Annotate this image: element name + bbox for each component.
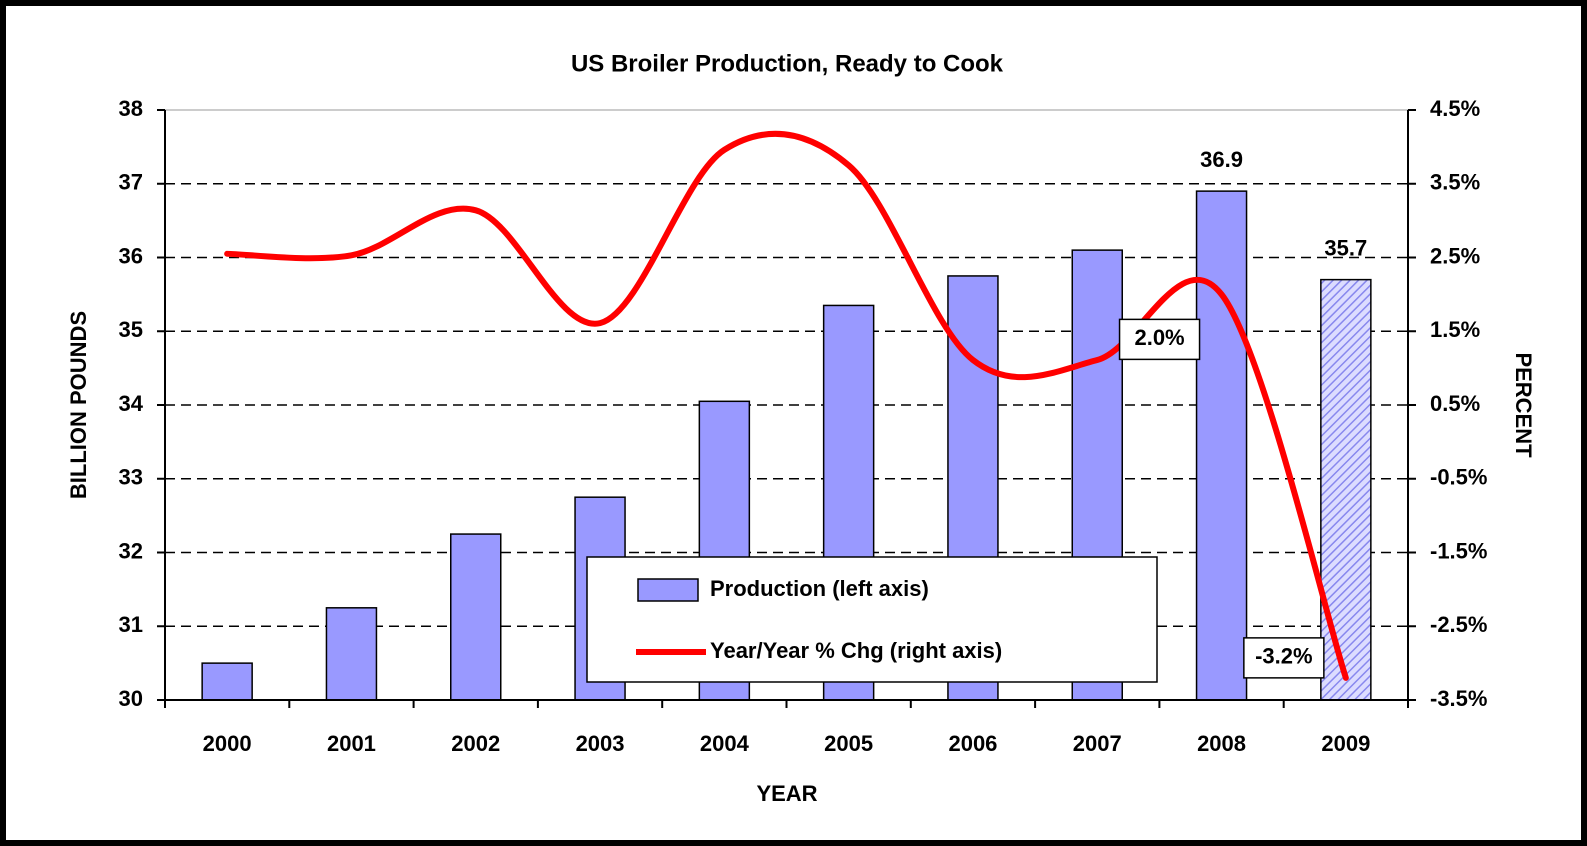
x-tick-label: 2000 — [203, 731, 252, 756]
y2-tick-label: 0.5% — [1430, 391, 1480, 416]
y-tick-label: 30 — [119, 686, 143, 711]
x-tick-label: 2003 — [576, 731, 625, 756]
bar-value-label: 36.9 — [1200, 147, 1243, 172]
bar — [450, 533, 502, 701]
y-tick-label: 35 — [119, 317, 143, 342]
x-tick-label: 2005 — [824, 731, 873, 756]
x-tick-label: 2004 — [700, 731, 750, 756]
line-value-label: 2.0% — [1134, 325, 1184, 350]
y2-axis-label: PERCENT — [1511, 352, 1536, 458]
x-axis-label: YEAR — [756, 781, 817, 806]
legend-label: Production (left axis) — [710, 576, 929, 601]
line-value-label: -3.2% — [1255, 644, 1312, 669]
x-tick-label: 2007 — [1073, 731, 1122, 756]
bar — [1320, 278, 1372, 701]
x-tick-label: 2002 — [451, 731, 500, 756]
x-tick-label: 2008 — [1197, 731, 1246, 756]
y-tick-label: 33 — [119, 465, 143, 490]
line — [224, 130, 1349, 681]
x-tick-label: 2009 — [1321, 731, 1370, 756]
y2-tick-label: -3.5% — [1430, 686, 1487, 711]
bar-value-label: 35.7 — [1324, 235, 1367, 260]
y2-tick-label: -0.5% — [1430, 465, 1487, 490]
y2-tick-label: -2.5% — [1430, 612, 1487, 637]
x-tick-label: 2006 — [948, 731, 997, 756]
legend-swatch — [637, 578, 699, 602]
y2-tick-label: 3.5% — [1430, 170, 1480, 195]
y-tick-label: 37 — [119, 170, 143, 195]
y-tick-label: 31 — [119, 612, 143, 637]
y2-tick-label: 4.5% — [1430, 96, 1480, 121]
y2-tick-label: 2.5% — [1430, 243, 1480, 268]
y-tick-label: 38 — [119, 96, 143, 121]
bar — [1195, 190, 1248, 701]
line-label-box — [1118, 318, 1201, 361]
bar — [325, 607, 378, 701]
legend-label: Year/Year % Chg (right axis) — [710, 638, 1002, 663]
legend — [586, 556, 1158, 683]
chart-title: US Broiler Production, Ready to Cook — [571, 50, 1004, 77]
y-tick-label: 34 — [119, 391, 144, 416]
y-tick-label: 32 — [119, 538, 143, 563]
y2-tick-label: 1.5% — [1430, 317, 1480, 342]
x-tick-label: 2001 — [327, 731, 376, 756]
bar — [201, 662, 253, 701]
line-label-box — [1243, 637, 1325, 679]
y-axis-label: BILLION POUNDS — [66, 311, 91, 499]
y-tick-label: 36 — [119, 243, 143, 268]
y2-tick-label: -1.5% — [1430, 538, 1487, 563]
